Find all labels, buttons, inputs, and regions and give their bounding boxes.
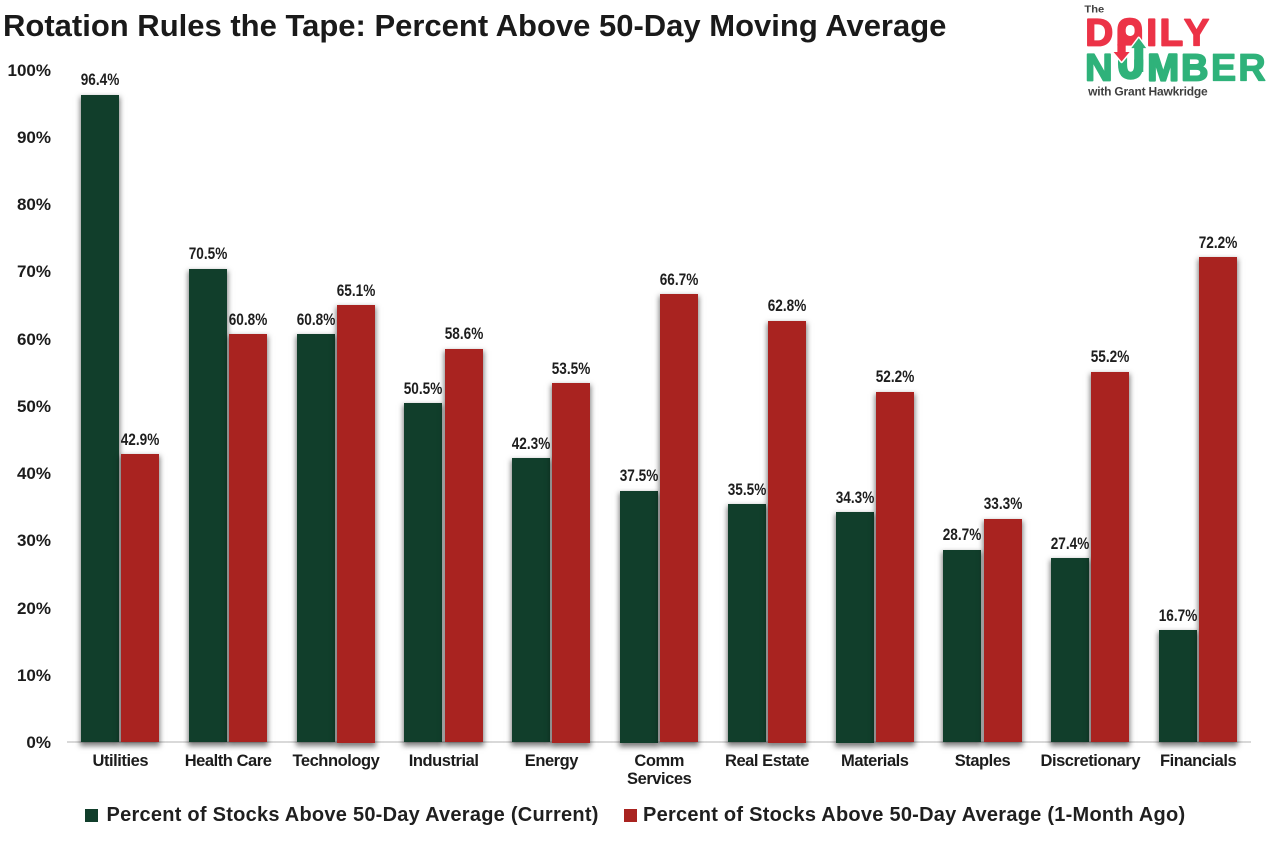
- svg-text:The: The: [1084, 5, 1104, 16]
- svg-text:L: L: [1160, 12, 1183, 55]
- svg-text:D: D: [1085, 12, 1113, 55]
- svg-text:Y: Y: [1184, 12, 1210, 55]
- svg-text:I: I: [1146, 12, 1157, 55]
- svg-text:E: E: [1211, 47, 1236, 89]
- svg-text:M: M: [1147, 47, 1179, 89]
- svg-text:B: B: [1181, 47, 1208, 89]
- svg-text:with Grant Hawkridge: with Grant Hawkridge: [1087, 85, 1208, 99]
- svg-text:N: N: [1085, 47, 1112, 89]
- svg-text:R: R: [1238, 47, 1265, 89]
